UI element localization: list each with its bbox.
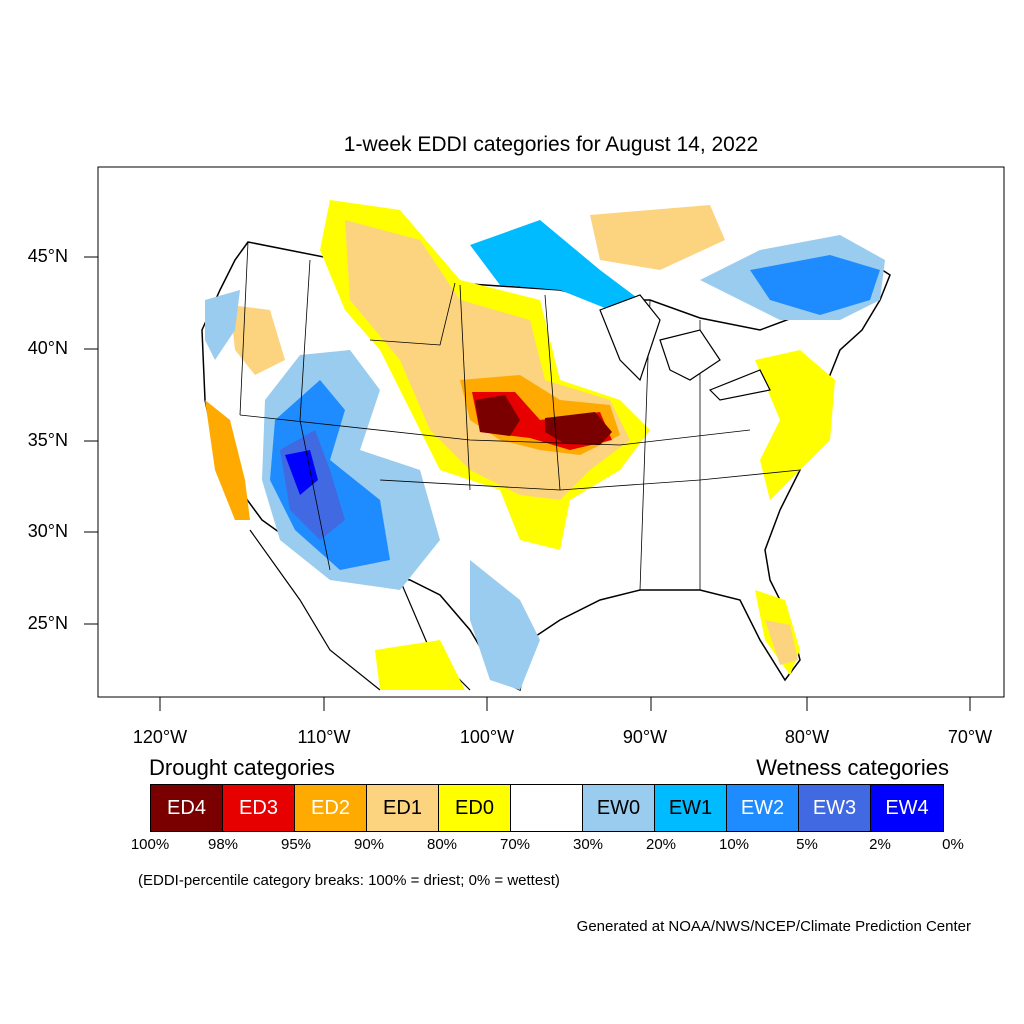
dry-region-pacific-nw [230,305,285,375]
percentile-label: 2% [869,836,891,853]
percentile-label: 20% [645,836,677,853]
dry-region-west-coast [205,400,250,520]
dry-region-plains-ed4-west [475,395,520,436]
lon-label: 100°W [459,727,515,747]
lon-label: 120°W [132,727,188,747]
dry-region-plains-ed4-east [545,412,612,445]
wet-region-great-lakes [470,220,640,310]
drought-categories-heading: Drought categories [149,755,335,780]
lat-label: 30°N [27,521,68,541]
legend-box: ED1 [367,785,439,831]
legend-box [511,785,583,831]
legend-box: ED0 [439,785,511,831]
lon-label: 110°W [297,727,351,747]
percentile-label: 100% [130,836,170,853]
dry-region-east-coast [755,350,835,500]
lon-label: 70°W [947,727,993,747]
percentile-label: 95% [280,836,312,853]
legend-color-bar: ED4 ED3 ED2 ED1 ED0 EW0 EW1 EW2 EW3 EW4 [150,784,944,832]
category-breaks-note: (EDDI-percentile category breaks: 100% =… [138,872,560,889]
axis-ticks [84,256,971,711]
legend-box: EW2 [727,785,799,831]
great-lakes [599,294,771,401]
wet-region-pacific-nw [205,290,240,360]
dry-region-upper-midwest [590,205,725,270]
lat-label: 45°N [27,246,68,266]
dry-region-florida-ed1 [765,620,798,665]
legend-box: EW0 [583,785,655,831]
lat-label: 25°N [27,613,68,633]
legend-box: EW3 [799,785,871,831]
legend-box: ED3 [223,785,295,831]
dry-region-mexico [375,640,465,690]
map-title: 1-week EDDI categories for August 14, 20… [343,133,759,156]
percentile-label: 98% [207,836,239,853]
percentile-label: 90% [353,836,385,853]
lat-label: 35°N [27,430,68,450]
percentile-label: 5% [796,836,818,853]
percentile-label: 30% [572,836,604,853]
legend-box: ED2 [295,785,367,831]
legend-box: ED4 [151,785,223,831]
percentile-label: 0% [942,836,964,853]
wet-region-southwest-ew4 [285,450,318,495]
lat-label: 40°N [27,338,68,358]
map-border [97,166,1005,698]
percentile-label: 10% [718,836,750,853]
lon-label: 80°W [784,727,830,747]
percentile-label: 80% [426,836,458,853]
map-field [201,200,891,692]
legend-box: EW1 [655,785,727,831]
lon-label: 90°W [622,727,668,747]
percentile-label: 70% [499,836,531,853]
wetness-categories-heading: Wetness categories [756,755,949,780]
wet-region-northeast-ew2 [750,255,880,315]
wet-region-texas [470,560,540,690]
credit-line: Generated at NOAA/NWS/NCEP/Climate Predi… [576,918,971,935]
legend-box: EW4 [871,785,943,831]
